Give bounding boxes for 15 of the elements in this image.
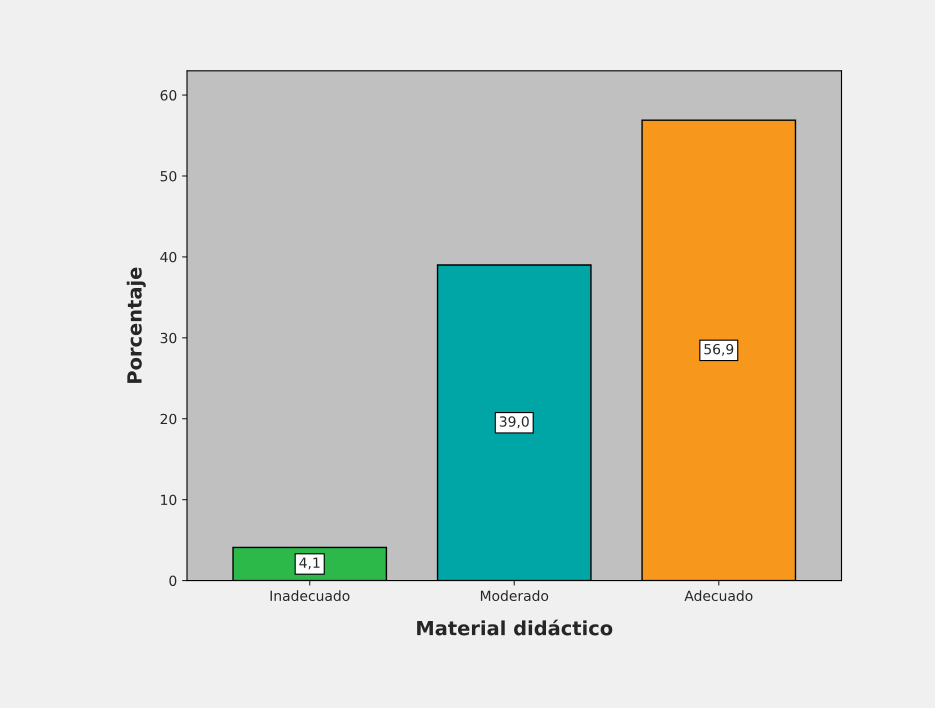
- x-tick-label: Adecuado: [684, 590, 752, 602]
- x-tick-label: Inadecuado: [270, 590, 350, 602]
- y-tick-label: 60: [160, 90, 176, 101]
- y-tick-label: 50: [160, 170, 176, 182]
- data-label: 39,0: [500, 416, 529, 428]
- data-label: 4,1: [299, 558, 320, 570]
- x-axis-title: Material didáctico: [417, 620, 612, 636]
- y-tick-label: 10: [161, 494, 176, 506]
- y-tick-label: 30: [160, 332, 176, 344]
- y-tick-label: 20: [160, 414, 176, 424]
- x-tick-label: Moderado: [480, 590, 548, 602]
- y-tick-label: 0: [169, 576, 176, 586]
- data-label: 56,9: [704, 344, 734, 356]
- y-axis-title: Porcentaje: [126, 268, 146, 383]
- y-tick-label: 40: [160, 252, 176, 262]
